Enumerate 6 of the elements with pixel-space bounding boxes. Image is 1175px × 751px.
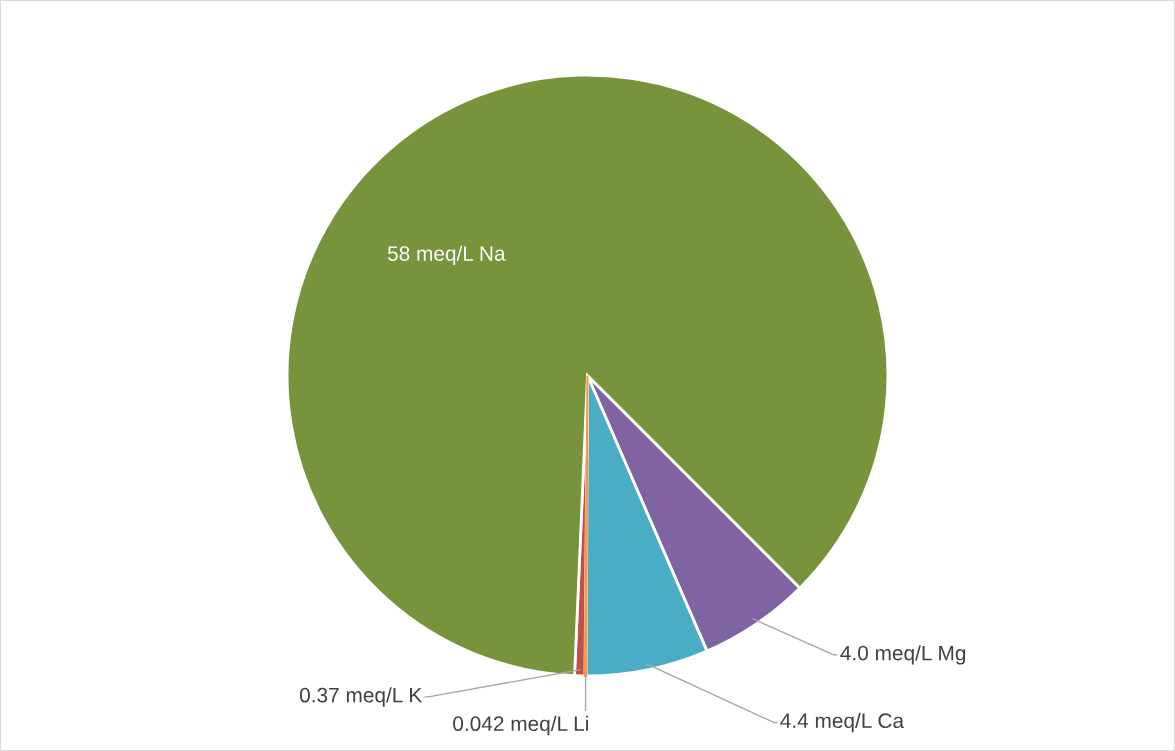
slice-label: 4.4 meq/L Ca [780, 712, 905, 733]
slice-label: 0.042 meq/L Li [453, 715, 588, 736]
pie-slice [583, 374, 589, 677]
slice-label: 58 meq/L Na [387, 245, 506, 266]
slice-label: 0.37 meq/L K [299, 687, 423, 707]
slice-label: 4.0 meq/L Mg [840, 645, 966, 665]
